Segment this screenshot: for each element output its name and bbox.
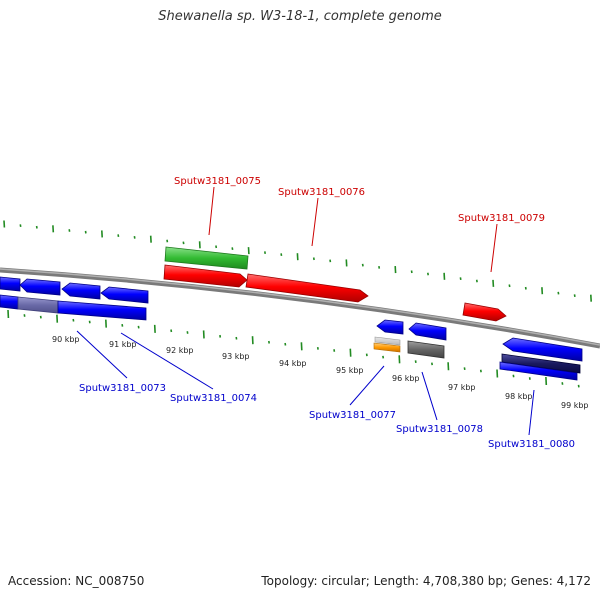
accession-text: Accession: NC_008750 xyxy=(8,574,145,588)
ruler-label-95kbp: 95 kbp xyxy=(336,366,364,375)
leader-line-0079 xyxy=(490,223,498,273)
leader-line-0073 xyxy=(76,330,128,379)
gene-label-sputw3181_0076[interactable]: Sputw3181_0076 xyxy=(278,187,365,198)
gene-feature-sputw3181_0076[interactable] xyxy=(245,273,369,303)
gene-feature-rna[interactable] xyxy=(164,246,249,270)
ruler-label-96kbp: 96 kbp xyxy=(392,374,420,383)
ruler-label-90kbp: 90 kbp xyxy=(52,335,80,344)
leader-line-0076 xyxy=(311,197,319,247)
gene-label-sputw3181_0078[interactable]: Sputw3181_0078 xyxy=(396,424,483,435)
genome-backbone-highlight xyxy=(0,268,600,346)
gene-label-sputw3181_0080[interactable]: Sputw3181_0080 xyxy=(488,439,575,450)
leader-line-0077 xyxy=(349,365,385,406)
gene-feature-sputw3181_0078[interactable] xyxy=(407,340,445,359)
gene-feature-reverse-e[interactable] xyxy=(0,294,19,310)
leader-line-0075 xyxy=(208,186,215,236)
ruler-label-97kbp: 97 kbp xyxy=(448,383,476,392)
gene-label-sputw3181_0074[interactable]: Sputw3181_0074 xyxy=(170,393,257,404)
gene-label-sputw3181_0079[interactable]: Sputw3181_0079 xyxy=(458,213,545,224)
leader-line-0080 xyxy=(528,389,535,436)
ruler-label-98kbp: 98 kbp xyxy=(505,392,533,401)
leader-line-0078 xyxy=(421,371,438,421)
genome-title: Shewanella sp. W3-18-1, complete genome xyxy=(158,9,442,24)
gene-feature-sputw3181_0080[interactable] xyxy=(499,361,578,381)
gene-feature-reverse-h[interactable] xyxy=(502,337,583,362)
gene-feature-reverse-f[interactable] xyxy=(376,319,404,335)
gene-label-sputw3181_0077[interactable]: Sputw3181_0077 xyxy=(309,410,396,421)
gene-feature-reverse-d[interactable] xyxy=(100,286,149,304)
ruler-label-99kbp: 99 kbp xyxy=(561,401,589,410)
gc-skew-upper-track xyxy=(3,220,592,302)
gene-feature-sputw3181_0075[interactable] xyxy=(163,264,248,288)
gc-skew-lower-track xyxy=(7,309,580,388)
leader-line-0074 xyxy=(120,332,214,390)
ruler-label-94kbp: 94 kbp xyxy=(279,359,307,368)
gene-feature-sputw3181_0073[interactable] xyxy=(57,300,147,321)
gene-label-sputw3181_0075[interactable]: Sputw3181_0075 xyxy=(174,176,261,187)
ruler-label-91kbp: 91 kbp xyxy=(109,340,137,349)
gene-feature-sputw3181_0080-dark[interactable] xyxy=(501,353,581,374)
gene-feature-reverse-g[interactable] xyxy=(408,322,447,341)
gene-feature-sputw3181_0079[interactable] xyxy=(462,302,507,322)
gene-feature-sputw3181_0077-light[interactable] xyxy=(374,336,401,346)
ruler-label-92kbp: 92 kbp xyxy=(166,346,194,355)
gene-feature-reverse-a[interactable] xyxy=(0,276,21,292)
gene-feature-sputw3181_0077[interactable] xyxy=(373,342,401,353)
ruler-label-93kbp: 93 kbp xyxy=(222,352,250,361)
gene-feature-reverse-b[interactable] xyxy=(19,278,61,296)
topology-text: Topology: circular; Length: 4,708,380 bp… xyxy=(261,574,591,588)
gene-label-sputw3181_0073[interactable]: Sputw3181_0073 xyxy=(79,383,166,394)
genome-backbone xyxy=(0,267,600,349)
gene-feature-reverse-purple[interactable] xyxy=(17,296,59,314)
gene-feature-reverse-c[interactable] xyxy=(61,282,101,300)
